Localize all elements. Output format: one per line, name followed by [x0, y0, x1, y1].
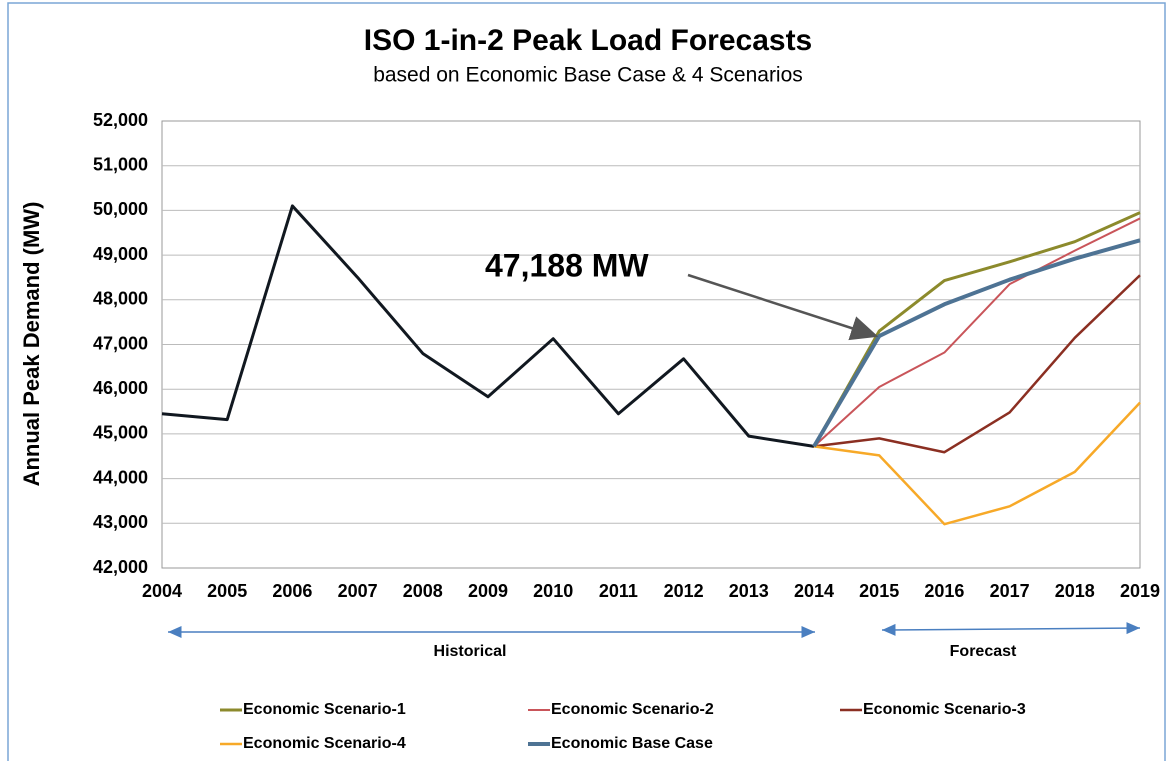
series-line [813, 401, 1141, 526]
y-tick-label: 46,000 [93, 378, 148, 398]
series-line [813, 217, 1141, 448]
y-axis-label: Annual Peak Demand (MW) [19, 202, 44, 487]
period-label: Historical [434, 643, 507, 660]
x-tick-label: 2012 [664, 581, 704, 601]
x-tick-label: 2011 [599, 581, 638, 601]
x-tick-label: 2017 [990, 581, 1030, 601]
annotation: 47,188 MW [485, 247, 649, 283]
x-tick-label: 2016 [924, 581, 964, 601]
chart-subtitle: based on Economic Base Case & 4 Scenario… [373, 64, 803, 87]
legend-label: Economic Scenario-3 [863, 701, 1026, 718]
chart-title: ISO 1-in-2 Peak Load Forecasts [364, 24, 813, 57]
y-tick-label: 51,000 [93, 154, 148, 174]
annotation-arrow [687, 273, 879, 341]
series-line [812, 211, 1141, 448]
series-line [812, 238, 1141, 448]
y-tick-label: 47,000 [93, 333, 148, 353]
x-tick-label: 2019 [1120, 581, 1160, 601]
x-tick-label: 2014 [794, 581, 834, 601]
y-tick-label: 52,000 [93, 110, 148, 130]
y-tick-label: 45,000 [93, 423, 148, 443]
y-tick-label: 49,000 [93, 244, 148, 264]
y-tick-label: 48,000 [93, 289, 148, 309]
x-tick-label: 2013 [729, 581, 769, 601]
x-tick-label: 2015 [859, 581, 899, 601]
x-tick-label: 2004 [142, 581, 182, 601]
series-line [161, 204, 815, 448]
x-tick-label: 2005 [207, 581, 247, 601]
x-tick-label: 2010 [533, 581, 573, 601]
x-tick-label: 2006 [272, 581, 312, 601]
y-tick-label: 44,000 [93, 467, 148, 487]
series-line [813, 274, 1141, 454]
y-tick-label: 42,000 [93, 557, 148, 577]
x-tick-label: 2008 [403, 581, 443, 601]
legend-label: Economic Scenario-2 [551, 701, 714, 718]
x-tick-label: 2007 [338, 581, 378, 601]
x-tick-label: 2018 [1055, 581, 1095, 601]
frame [7, 2, 1166, 761]
forecast-arrow [881, 622, 1141, 636]
y-tick-label: 50,000 [93, 199, 148, 219]
x-tick-label: 2009 [468, 581, 508, 601]
legend-label: Economic Scenario-1 [243, 701, 406, 718]
legend-label: Economic Base Case [551, 735, 713, 752]
legend-label: Economic Scenario-4 [243, 735, 406, 752]
y-tick-label: 43,000 [93, 512, 148, 532]
period-label: Forecast [950, 643, 1017, 660]
